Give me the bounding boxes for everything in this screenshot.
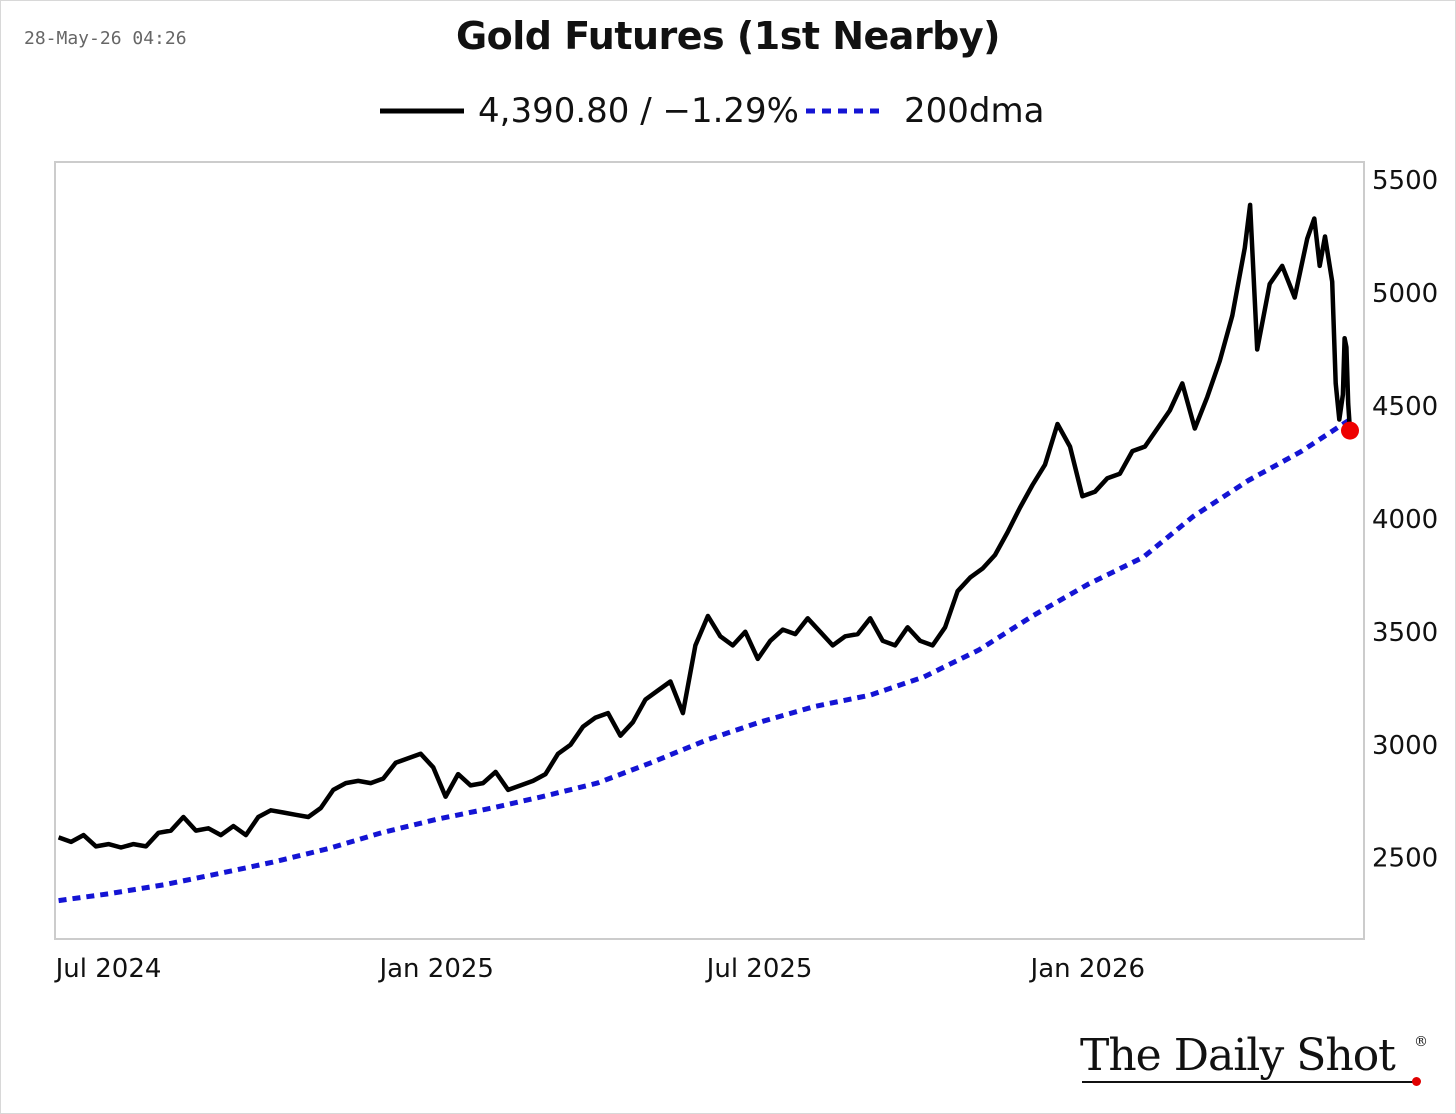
y-tick-label-3000: 3000 [1372, 731, 1438, 761]
y-tick-label-4000: 4000 [1372, 505, 1438, 535]
legend-swatch-200dma [806, 108, 882, 114]
legend: 4,390.80 / −1.29% 200dma [0, 88, 1456, 134]
brand-logo: The Daily Shot [1080, 1030, 1396, 1081]
timestamp: 28-May-26 04:26 [24, 28, 187, 49]
plot-area [54, 161, 1365, 940]
legend-label-200dma: 200dma [904, 91, 1045, 131]
y-tick-label-4500: 4500 [1372, 392, 1438, 422]
brand-registered-mark: ® [1414, 1034, 1428, 1050]
series-group [57, 202, 1359, 904]
x-tick-label-0: Jul 2024 [54, 954, 162, 984]
x-tick-label-3: Jan 2026 [1029, 954, 1146, 984]
brand-dot [1412, 1077, 1421, 1086]
series-line-200dma [58, 417, 1352, 904]
last-point-marker [1341, 421, 1359, 440]
legend-label-price: 4,390.80 / −1.29% [478, 91, 799, 131]
y-tick-label-5000: 5000 [1372, 279, 1438, 309]
chart-title: Gold Futures (1st Nearby) [455, 14, 1001, 58]
x-tick-label-2: Jul 2025 [705, 954, 813, 984]
y-tick-label-3500: 3500 [1372, 618, 1438, 648]
legend-swatch-price [380, 108, 464, 114]
y-axis: 2500 3000 3500 4000 4500 5000 5500 [1372, 166, 1438, 874]
y-tick-label-5500: 5500 [1372, 166, 1438, 196]
y-tick-label-2500: 2500 [1372, 844, 1438, 874]
x-axis: Jul 2024 Jan 2025 Jul 2025 Jan 2026 [54, 954, 1145, 984]
series-line-price [57, 202, 1353, 850]
brand-underline [1082, 1081, 1416, 1083]
x-tick-label-1: Jan 2025 [377, 954, 494, 984]
